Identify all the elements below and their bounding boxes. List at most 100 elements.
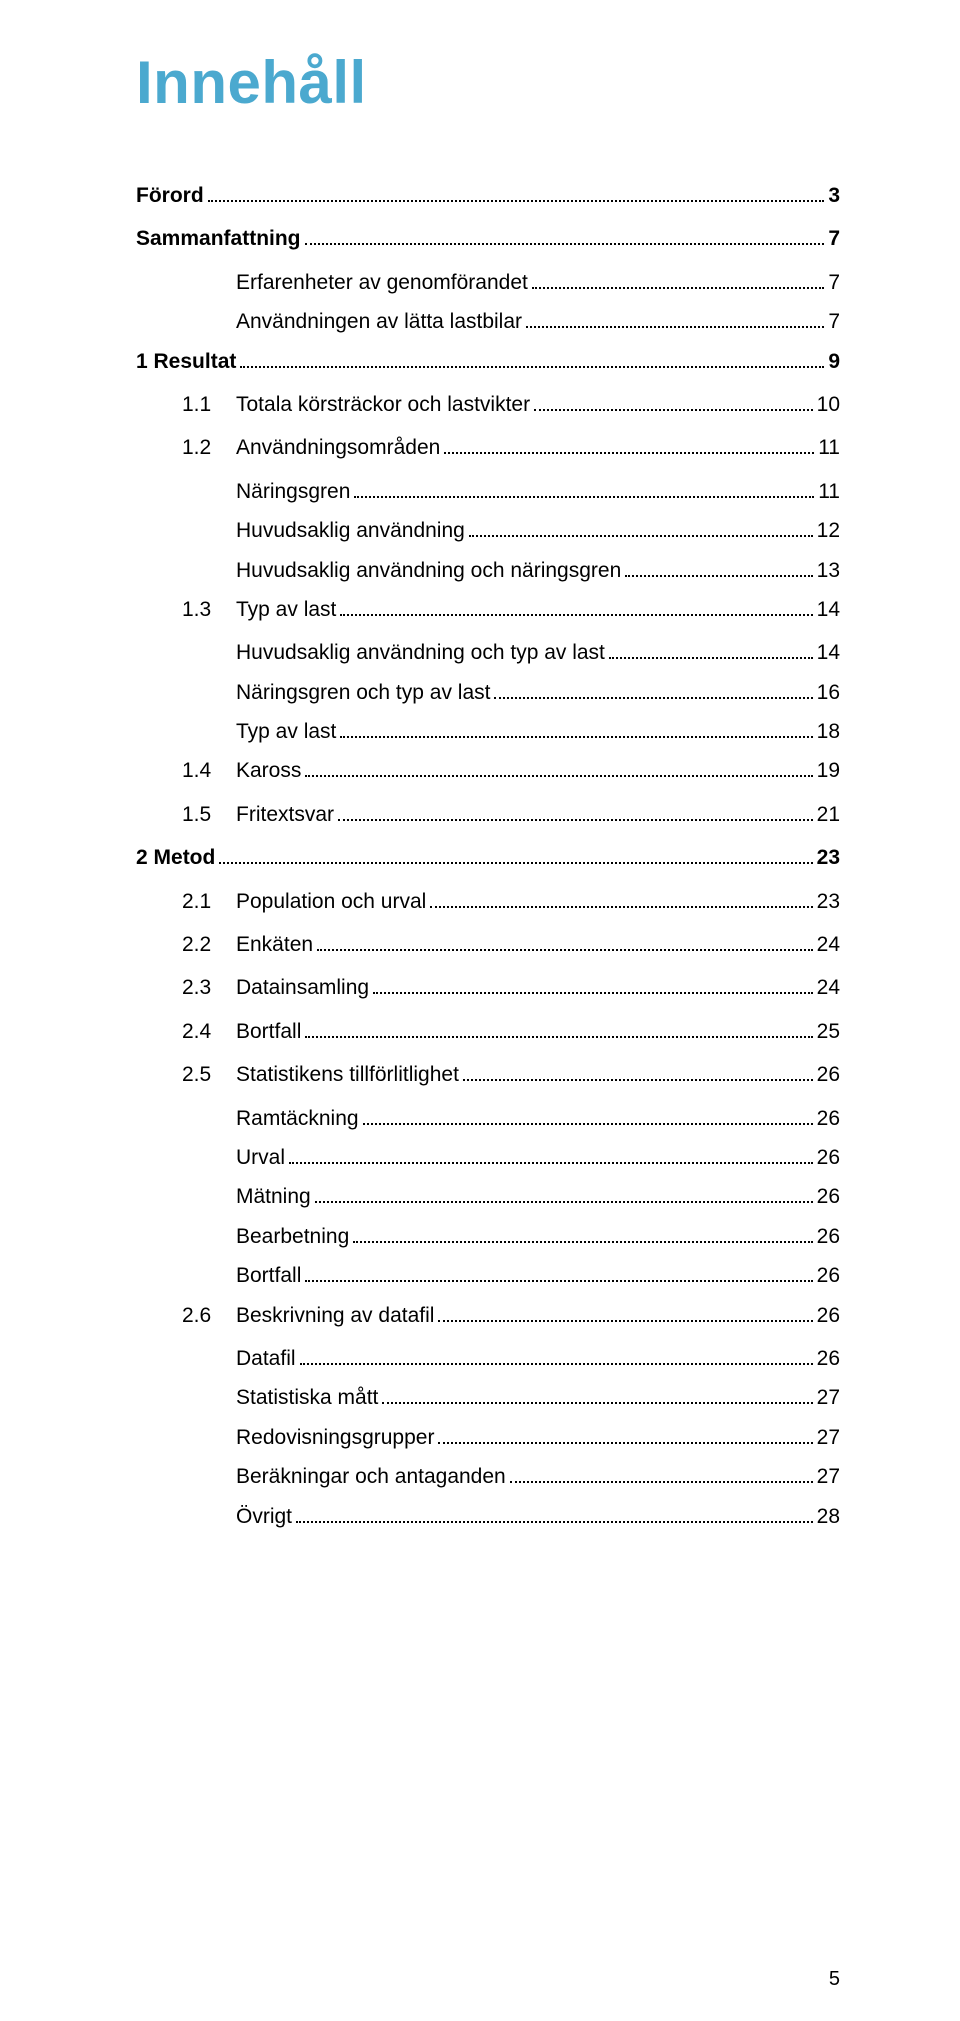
toc-row: Beräkningar och antaganden27	[136, 1462, 840, 1491]
toc-page: 26	[817, 1222, 840, 1251]
toc-row: 1.4Kaross19	[136, 756, 840, 785]
toc-page: 27	[817, 1383, 840, 1412]
toc-page: 7	[828, 224, 840, 253]
toc-page: 19	[817, 756, 840, 785]
toc-leader	[625, 560, 812, 577]
toc-label: Datainsamling	[236, 973, 369, 1002]
toc-leader	[609, 643, 813, 660]
toc-row: Användningen av lätta lastbilar7	[136, 307, 840, 336]
toc-label: Enkäten	[236, 930, 313, 959]
toc-leader	[526, 311, 824, 328]
toc-label: Sammanfattning	[136, 224, 301, 253]
page-title: Innehåll	[136, 48, 840, 117]
toc-page: 25	[817, 1017, 840, 1046]
toc-number: 2	[136, 843, 154, 872]
toc-label: Statistiska mått	[236, 1383, 378, 1412]
toc-leader	[430, 891, 812, 908]
toc-row: 1.2Användningsområden 11	[136, 433, 840, 462]
toc-label: Användningsområden	[236, 433, 440, 462]
toc-leader	[340, 599, 812, 616]
toc-row: Datafil26	[136, 1344, 840, 1373]
toc-leader	[305, 761, 812, 778]
toc-leader	[338, 804, 813, 821]
toc-row: Redovisningsgrupper27	[136, 1423, 840, 1452]
toc-leader	[373, 978, 813, 995]
toc-row: 2.2Enkäten 24	[136, 930, 840, 959]
toc-page: 23	[817, 843, 840, 872]
toc-row: Näringsgren och typ av last16	[136, 678, 840, 707]
toc-leader	[463, 1064, 813, 1081]
toc-label: Totala körsträckor och lastvikter	[236, 390, 530, 419]
toc-leader	[240, 351, 824, 368]
toc-row: Urval26	[136, 1143, 840, 1172]
toc-page: 16	[817, 678, 840, 707]
toc-leader	[534, 394, 813, 411]
toc-label: Bortfall	[236, 1017, 301, 1046]
toc-number: 2.3	[182, 973, 236, 1002]
toc-leader	[353, 1226, 812, 1243]
toc-page: 11	[818, 433, 840, 462]
toc-row: Förord3	[136, 181, 840, 210]
toc-leader	[382, 1388, 812, 1405]
toc-leader	[317, 934, 813, 951]
toc-page: 26	[817, 1143, 840, 1172]
toc-row: Statistiska mått 27	[136, 1383, 840, 1412]
toc-page: 7	[828, 307, 840, 336]
table-of-contents: Förord3 Sammanfattning 7 Erfarenheter av ge…	[136, 181, 840, 1531]
toc-label: Beräkningar och antaganden	[236, 1462, 506, 1491]
toc-page: 10	[817, 390, 840, 419]
toc-label: Mätning	[236, 1182, 311, 1211]
toc-label: Typ av last	[236, 717, 336, 746]
toc-label: Population och urval	[236, 887, 426, 916]
toc-leader	[305, 229, 825, 246]
toc-number: 1	[136, 347, 154, 376]
toc-leader	[305, 1021, 812, 1038]
toc-leader	[289, 1147, 813, 1164]
toc-leader	[305, 1265, 812, 1282]
toc-leader	[219, 847, 812, 864]
toc-row: Bearbetning26	[136, 1222, 840, 1251]
toc-row: 1.5Fritextsvar21	[136, 800, 840, 829]
toc-row: 2 Metod23	[136, 843, 840, 872]
toc-page: 9	[828, 347, 840, 376]
toc-page: 7	[828, 268, 840, 297]
toc-page: 21	[817, 800, 840, 829]
toc-row: Mätning26	[136, 1182, 840, 1211]
toc-row: Bortfall26	[136, 1261, 840, 1290]
toc-label: Kaross	[236, 756, 301, 785]
toc-number: 1.1	[182, 390, 236, 419]
toc-page: 26	[817, 1104, 840, 1133]
toc-row: 2.5Statistikens tillförlitlighet26	[136, 1060, 840, 1089]
toc-page: 24	[817, 973, 840, 1002]
toc-number: 1.5	[182, 800, 236, 829]
toc-label: Bortfall	[236, 1261, 301, 1290]
toc-leader	[340, 721, 812, 738]
toc-label: Ramtäckning	[236, 1104, 359, 1133]
toc-number: 1.3	[182, 595, 236, 624]
toc-row: 2.3Datainsamling 24	[136, 973, 840, 1002]
toc-number: 1.2	[182, 433, 236, 462]
toc-label: Datafil	[236, 1344, 296, 1373]
toc-page: 26	[817, 1060, 840, 1089]
toc-number: 2.2	[182, 930, 236, 959]
toc-label: Typ av last	[236, 595, 336, 624]
toc-page: 24	[817, 930, 840, 959]
toc-page: 28	[817, 1502, 840, 1531]
toc-number: 2.1	[182, 887, 236, 916]
toc-row: 2.4Bortfall25	[136, 1017, 840, 1046]
toc-label: Huvudsaklig användning	[236, 516, 465, 545]
toc-row: Huvudsaklig användning12	[136, 516, 840, 545]
toc-row: Ramtäckning 26	[136, 1104, 840, 1133]
toc-row: Sammanfattning 7	[136, 224, 840, 253]
toc-leader	[315, 1187, 813, 1204]
toc-label: Förord	[136, 181, 204, 210]
toc-label: Beskrivning av datafil	[236, 1301, 434, 1330]
toc-label: Statistikens tillförlitlighet	[236, 1060, 459, 1089]
toc-leader	[510, 1466, 813, 1483]
toc-row: Övrigt28	[136, 1502, 840, 1531]
toc-label: Erfarenheter av genomförandet	[236, 268, 528, 297]
toc-row: Typ av last 18	[136, 717, 840, 746]
toc-leader	[208, 185, 825, 202]
toc-page: 18	[817, 717, 840, 746]
toc-label: Redovisningsgrupper	[236, 1423, 434, 1452]
